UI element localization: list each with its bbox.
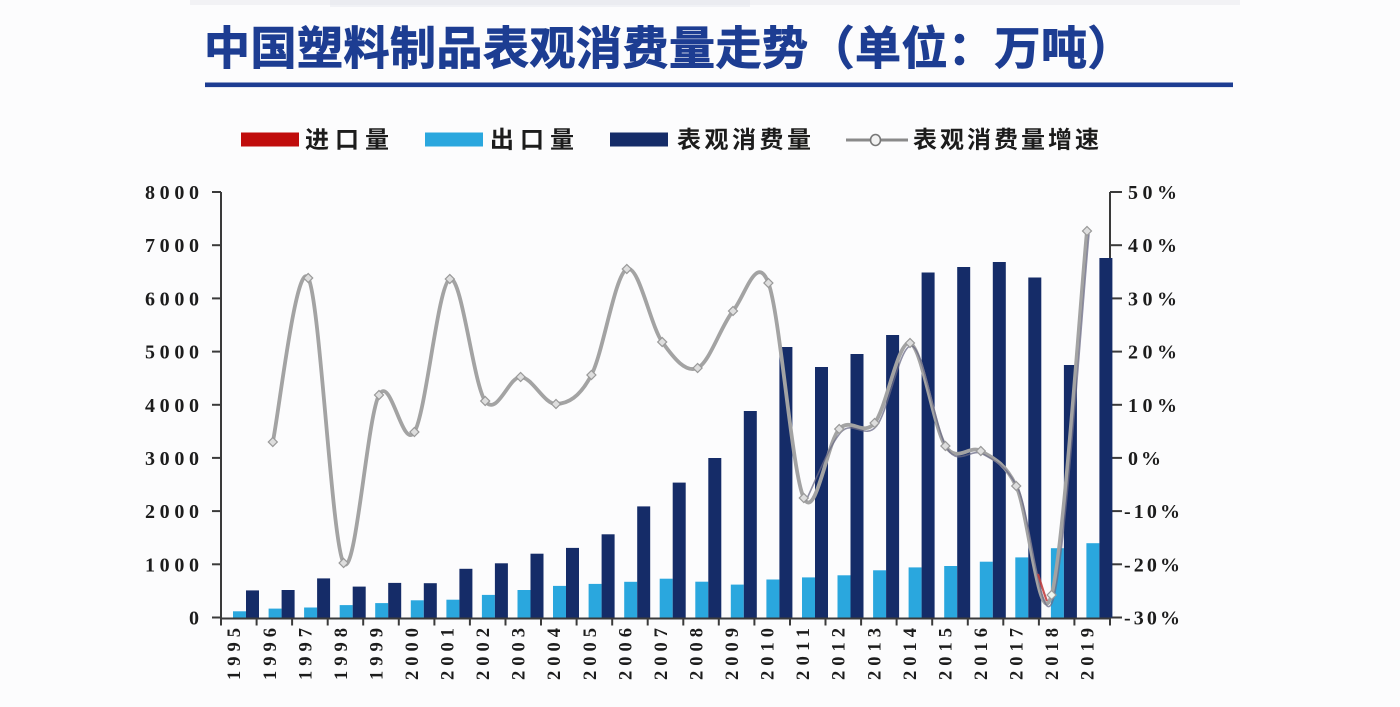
svg-text:-20%: -20% <box>1124 554 1180 576</box>
svg-text:0%: 0% <box>1128 448 1161 470</box>
svg-text:-30%: -30% <box>1124 608 1180 630</box>
svg-text:-10%: -10% <box>1124 501 1180 523</box>
svg-text:0: 0 <box>189 608 199 630</box>
